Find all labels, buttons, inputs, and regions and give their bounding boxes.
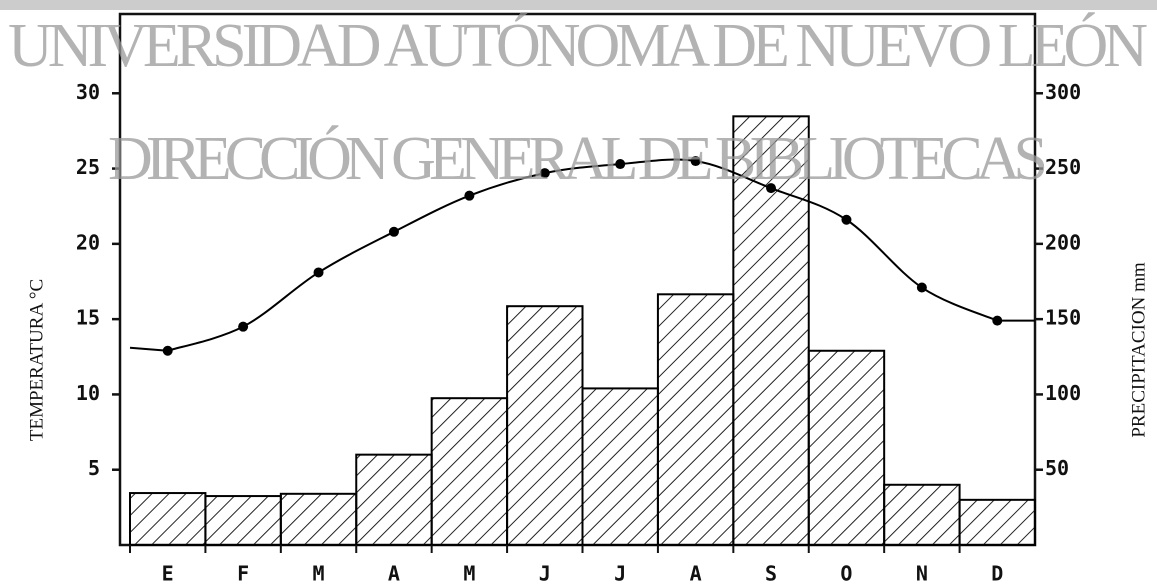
temperature-point <box>162 345 173 356</box>
y2-tick-label: 200 <box>1045 230 1081 254</box>
x-tick-label: E <box>162 562 174 586</box>
temperature-point <box>615 159 626 170</box>
bar <box>958 498 1036 547</box>
bar <box>807 349 886 546</box>
y-tick-label: 25 <box>76 155 100 179</box>
y-axis-label: TEMPERATURA °C <box>26 279 47 441</box>
temperature-point <box>313 267 324 278</box>
bar <box>883 483 961 546</box>
x-tick-label: A <box>388 562 400 586</box>
y2-tick-label: 50 <box>1045 456 1069 480</box>
x-tick-label: J <box>539 562 551 586</box>
bar <box>355 453 433 546</box>
y-tick-label: 30 <box>76 80 100 104</box>
y2-tick-label: 250 <box>1045 155 1081 179</box>
temperature-point <box>916 282 927 293</box>
temperature-point <box>841 214 852 225</box>
x-tick-label: O <box>840 562 852 586</box>
x-tick-label: J <box>614 562 626 586</box>
temperature-point <box>539 168 550 179</box>
y-tick-label: 10 <box>76 381 100 405</box>
temperature-point <box>388 226 399 237</box>
line-end <box>129 346 168 352</box>
temperature-line <box>167 158 998 352</box>
x-tick-label: S <box>765 562 777 586</box>
y2-tick-label: 100 <box>1045 381 1081 405</box>
y-tick-label: 15 <box>76 306 100 330</box>
x-tick-label: D <box>991 562 1003 586</box>
x-tick-label: A <box>690 562 702 586</box>
temperature-point <box>992 315 1003 326</box>
y2-tick-label: 150 <box>1045 306 1081 330</box>
watermark: DIRECCIÓN GENERAL DE BIBLIOTECAS <box>108 125 1048 193</box>
bar <box>204 495 282 547</box>
bar <box>506 305 584 547</box>
x-tick-label: N <box>916 562 928 586</box>
watermark: UNIVERSIDAD AUTÓNOMA DE NUEVO LEÓN <box>8 12 1148 80</box>
bar <box>279 492 358 547</box>
x-tick-label: M <box>313 562 325 586</box>
y-tick-label: 20 <box>76 230 100 254</box>
top-band <box>0 0 1157 10</box>
temperature-point <box>690 156 701 167</box>
bar <box>430 397 509 547</box>
temperature-point <box>766 183 777 194</box>
y-tick-label: 5 <box>88 456 100 480</box>
y2-tick-label: 300 <box>1045 80 1081 104</box>
bar <box>656 293 735 547</box>
temperature-point <box>238 321 249 332</box>
x-tick-label: F <box>237 562 249 586</box>
temperature-point <box>464 190 475 201</box>
y2-axis-label: PRECIPITACION mm <box>1128 262 1149 438</box>
x-tick-label: M <box>463 562 475 586</box>
bar <box>581 387 659 546</box>
bar <box>129 492 207 546</box>
